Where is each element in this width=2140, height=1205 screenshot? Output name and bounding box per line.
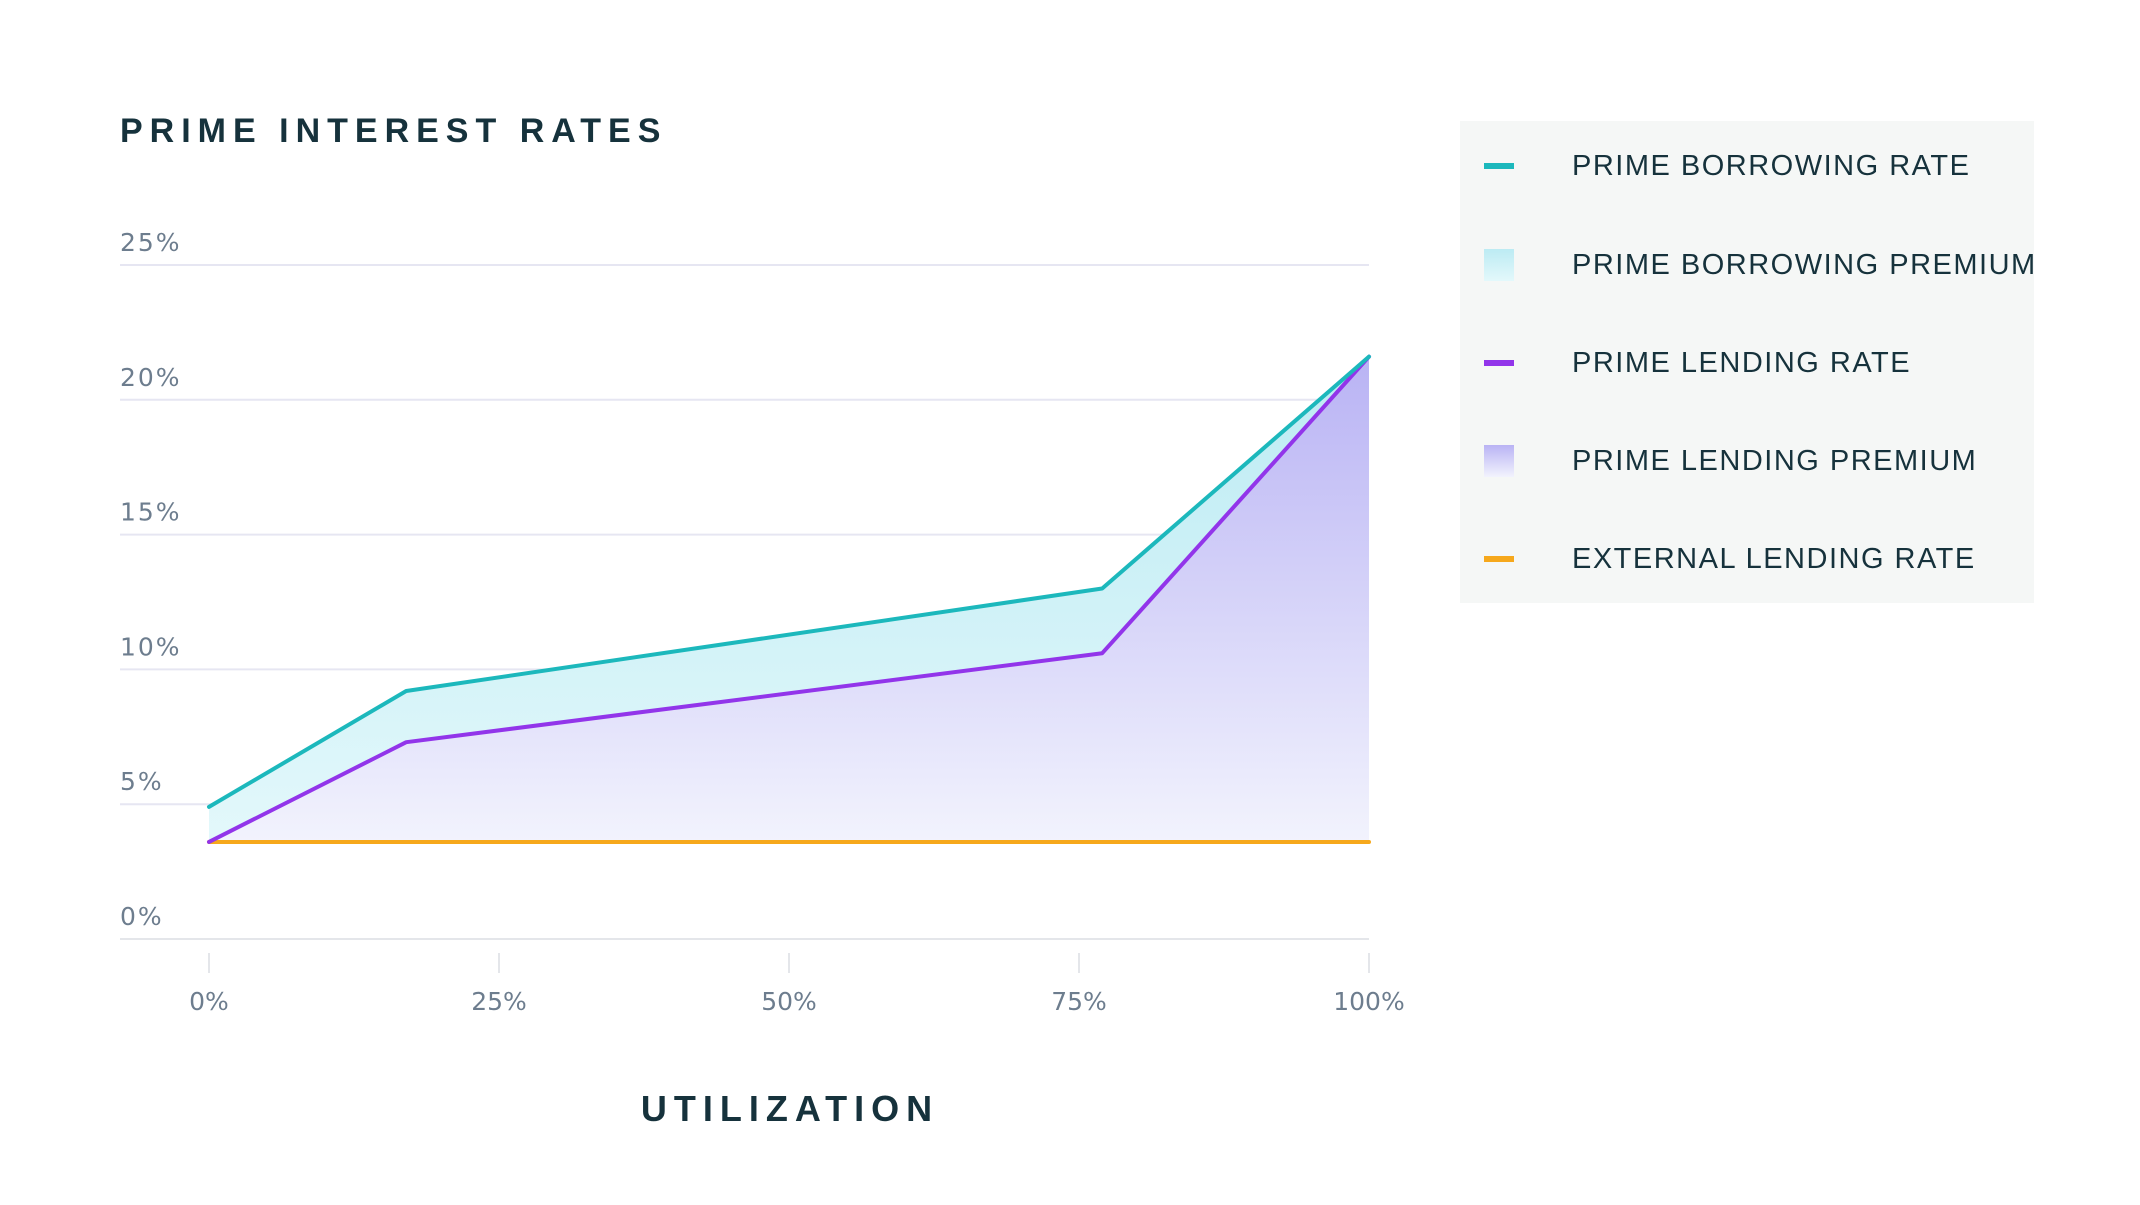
chart-title: PRIME INTEREST RATES	[120, 112, 668, 150]
legend-swatch-prime-borrowing-premium	[1484, 249, 1514, 281]
legend-item-prime-lending-rate: PRIME LENDING RATE	[1484, 343, 1911, 383]
x-axis-label: UTILIZATION	[640, 1088, 940, 1129]
legend-item-prime-lending-premium: PRIME LENDING PREMIUM	[1484, 441, 1977, 481]
legend-item-external-lending-rate: EXTERNAL LENDING RATE	[1484, 539, 1976, 579]
y-tick-label: 20%	[120, 363, 182, 392]
x-tick-label: 25%	[471, 987, 527, 1016]
x-tick-label: 100%	[1333, 987, 1404, 1016]
x-tick-label: 50%	[761, 987, 817, 1016]
legend: PRIME BORROWING RATE PRIME BORROWING PRE…	[1460, 121, 2037, 603]
prime-borrowing-premium-area	[209, 356, 1369, 842]
legend-label: PRIME BORROWING PREMIUM	[1572, 248, 2037, 281]
y-tick-label: 10%	[120, 632, 182, 661]
legend-swatch-external-lending-rate	[1484, 556, 1514, 562]
prime-borrowing-rate-line	[207, 354, 1371, 809]
prime-lending-premium-area	[209, 356, 1369, 842]
rate-chart: 0% 5% 10% 15% 20% 25% 0% 25% 50% 75% 100%	[120, 228, 1405, 1016]
legend-item-prime-borrowing-premium: PRIME BORROWING PREMIUM	[1484, 245, 2037, 285]
legend-item-prime-borrowing-rate: PRIME BORROWING RATE	[1484, 146, 1970, 186]
legend-label: PRIME LENDING RATE	[1572, 346, 1912, 379]
legend-swatch-prime-lending-rate	[1484, 360, 1514, 366]
y-tick-label: 15%	[120, 498, 182, 527]
prime-lending-rate-line	[207, 354, 1371, 844]
legend-swatch-prime-borrowing-rate	[1484, 163, 1514, 169]
y-tick-label: 5%	[120, 767, 164, 796]
legend-label: PRIME BORROWING RATE	[1572, 149, 1971, 182]
legend-label: PRIME LENDING PREMIUM	[1572, 444, 1978, 477]
x-tick-label: 75%	[1051, 987, 1107, 1016]
y-tick-label: 25%	[120, 228, 182, 257]
x-tick-label: 0%	[189, 987, 229, 1016]
legend-label: EXTERNAL LENDING RATE	[1572, 542, 1976, 575]
legend-swatch-prime-lending-premium	[1484, 445, 1514, 477]
y-tick-label: 0%	[120, 902, 164, 931]
